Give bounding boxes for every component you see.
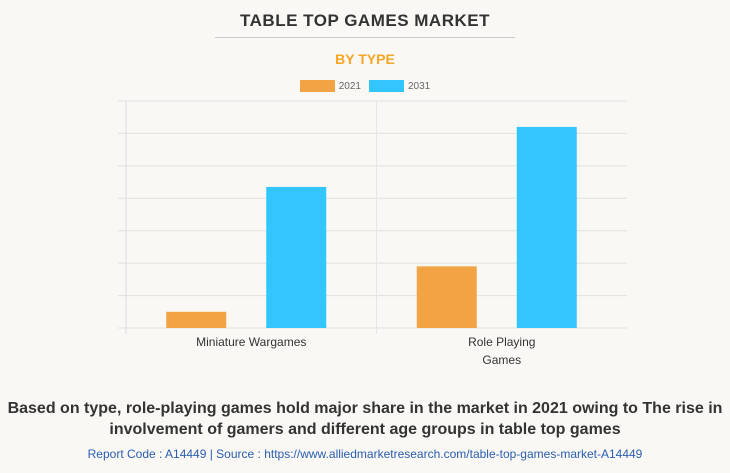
legend: 2021 2031 bbox=[0, 80, 730, 92]
legend-item-2021[interactable]: 2021 bbox=[299, 80, 361, 92]
title-divider bbox=[215, 37, 515, 38]
legend-label-2031: 2031 bbox=[408, 80, 431, 92]
bar-2021-0 bbox=[166, 311, 227, 328]
x-tick-label: Miniature Wargames bbox=[196, 335, 306, 349]
bar-2031-0 bbox=[266, 186, 327, 328]
bar-2031-1 bbox=[516, 126, 577, 328]
legend-label-2021: 2021 bbox=[338, 80, 361, 92]
legend-swatch-2021 bbox=[299, 80, 335, 92]
chart-subtitle: BY TYPE bbox=[335, 51, 395, 67]
x-tick-label: Games bbox=[482, 353, 521, 367]
chart-title: TABLE TOP GAMES MARKET bbox=[240, 11, 490, 30]
plot-area: Miniature Wargames Role Playing Games bbox=[118, 100, 627, 367]
legend-item-2031[interactable]: 2031 bbox=[369, 80, 430, 92]
footer-source[interactable]: Report Code : A14449 | Source : https://… bbox=[87, 447, 643, 461]
summary-text: Based on type, role-playing games hold m… bbox=[7, 400, 723, 438]
legend-swatch-2031 bbox=[369, 80, 404, 92]
x-tick-label: Role Playing bbox=[468, 335, 535, 349]
bar-2021-1 bbox=[416, 266, 477, 328]
